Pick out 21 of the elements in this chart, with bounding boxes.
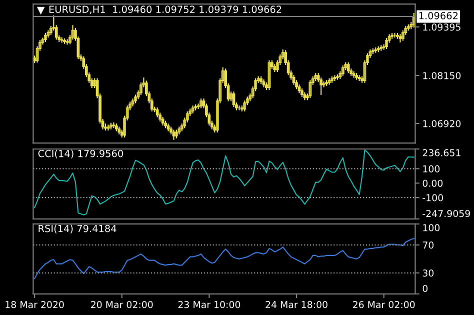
y-tick-label: 236.651 <box>422 149 460 156</box>
ref-line-label: 1.09662 <box>419 12 458 20</box>
x-tick-label: 20 Mar 02:00 <box>91 301 153 308</box>
y-tick-label: 30 <box>422 269 434 277</box>
y-tick-label: 100 <box>423 224 440 232</box>
y-tick-label: 0 <box>422 284 428 292</box>
y-tick-label: 100 <box>423 165 440 172</box>
y-tick-label: 70 <box>422 242 434 249</box>
chart-title: CCI(14) 179.9560 <box>38 150 123 158</box>
y-tick-label: -247.9059 <box>422 210 470 218</box>
x-tick-label: 24 Mar 18:00 <box>266 301 328 308</box>
x-tick-label: 26 Mar 02:00 <box>353 301 415 308</box>
y-tick-label: -100 <box>422 194 443 202</box>
x-tick-label: 18 Mar 2020 <box>6 301 64 308</box>
chart-title: EURUSD,H1 1.09460 1.09752 1.09379 1.09662 <box>49 6 282 14</box>
x-tick-label: 23 Mar 10:00 <box>178 301 240 308</box>
y-tick-label: 1.09395 <box>423 24 460 31</box>
y-tick-label: 0.00 <box>422 180 443 187</box>
y-tick-label: 1.08150 <box>423 72 461 80</box>
y-tick-label: 1.06920 <box>423 120 461 128</box>
chart-title: RSI(14) 79.4184 <box>38 224 116 234</box>
